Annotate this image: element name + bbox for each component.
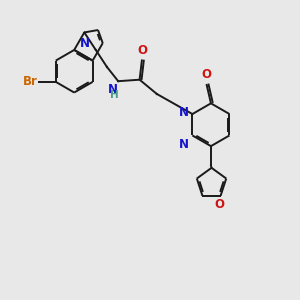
Text: O: O — [137, 44, 147, 56]
Text: H: H — [110, 89, 118, 100]
Text: N: N — [179, 106, 189, 119]
Text: O: O — [201, 68, 211, 81]
Text: N: N — [80, 37, 90, 50]
Text: Br: Br — [23, 75, 38, 88]
Text: N: N — [179, 138, 189, 151]
Text: O: O — [214, 198, 224, 211]
Text: N: N — [108, 83, 118, 96]
